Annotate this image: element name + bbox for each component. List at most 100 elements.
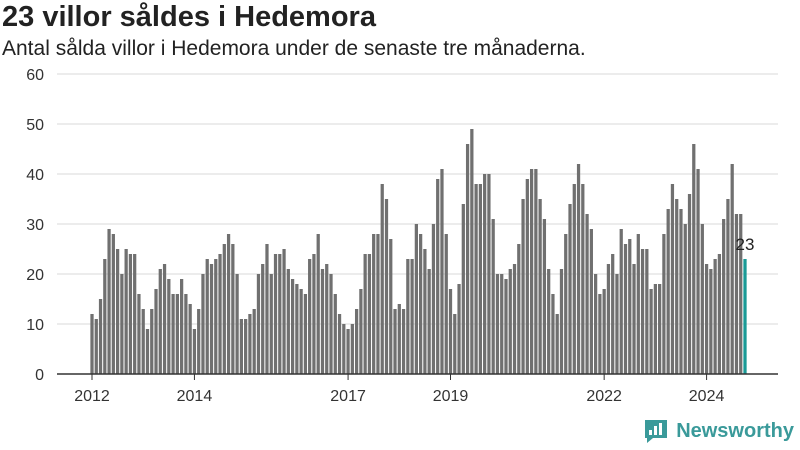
bar xyxy=(722,219,726,374)
bar xyxy=(115,249,120,374)
y-tick-label: 60 xyxy=(26,67,44,84)
bar xyxy=(423,249,427,374)
bar xyxy=(440,169,444,374)
bar xyxy=(184,294,188,374)
y-tick-label: 50 xyxy=(26,117,44,134)
bar xyxy=(555,314,559,374)
bar xyxy=(444,234,448,374)
x-tick-label: 2012 xyxy=(74,388,110,405)
y-tick-label: 10 xyxy=(26,317,44,334)
bar xyxy=(602,289,606,374)
bar xyxy=(717,254,722,374)
bar xyxy=(393,309,397,374)
bar xyxy=(128,254,133,374)
bar xyxy=(512,264,517,374)
bar xyxy=(704,264,709,374)
bar xyxy=(214,259,218,374)
bar xyxy=(107,229,111,374)
chart-title: 23 villor såldes i Hedemora xyxy=(2,1,376,33)
bar xyxy=(154,289,158,374)
bar xyxy=(261,264,265,374)
bar xyxy=(329,274,333,374)
bar xyxy=(235,274,239,374)
bar xyxy=(487,174,491,374)
bar xyxy=(478,184,483,374)
bar xyxy=(363,254,367,374)
bar xyxy=(197,309,201,374)
bar xyxy=(474,184,478,374)
bar xyxy=(495,274,500,374)
bar xyxy=(171,294,175,374)
bar xyxy=(739,214,743,374)
bar xyxy=(700,224,704,374)
bar xyxy=(316,234,320,374)
bar xyxy=(384,199,389,374)
bar xyxy=(137,294,141,374)
bar xyxy=(491,219,495,374)
bar xyxy=(180,279,184,374)
bar xyxy=(252,309,256,374)
bar xyxy=(734,214,739,374)
bar xyxy=(120,274,124,374)
bar xyxy=(145,329,150,374)
bar xyxy=(576,164,581,374)
highlight-bar xyxy=(743,259,747,374)
bar xyxy=(350,324,354,374)
bar xyxy=(141,309,145,374)
bar xyxy=(470,129,474,374)
bar xyxy=(133,254,137,374)
bar xyxy=(150,309,154,374)
bar xyxy=(209,264,214,374)
bar xyxy=(709,269,713,374)
bar xyxy=(346,329,350,374)
bar xyxy=(256,274,261,374)
bar xyxy=(376,234,380,374)
bar xyxy=(696,169,700,374)
bar xyxy=(500,274,504,374)
bar xyxy=(692,144,696,374)
bar xyxy=(320,269,325,374)
bar xyxy=(538,199,542,374)
x-tick-label: 2024 xyxy=(689,388,725,405)
bar xyxy=(598,294,602,374)
bar xyxy=(662,234,666,374)
bar xyxy=(278,254,282,374)
bar xyxy=(359,289,363,374)
bar xyxy=(542,219,547,374)
bar xyxy=(273,254,278,374)
bar xyxy=(461,204,465,374)
chart-subtitle: Antal sålda villor i Hedemora under de s… xyxy=(2,37,586,60)
bar xyxy=(431,224,436,374)
bar xyxy=(517,244,521,374)
bar xyxy=(687,194,692,374)
bar xyxy=(231,244,235,374)
bar xyxy=(551,294,555,374)
bar xyxy=(188,304,192,374)
bar xyxy=(192,329,197,374)
bar xyxy=(504,279,508,374)
bar xyxy=(367,254,372,374)
bar xyxy=(244,319,248,374)
bar xyxy=(419,234,423,374)
bar xyxy=(619,229,623,374)
bar xyxy=(581,184,585,374)
bar xyxy=(564,234,568,374)
bar xyxy=(683,224,687,374)
bar xyxy=(308,259,312,374)
bar xyxy=(218,254,222,374)
x-tick-label: 2014 xyxy=(177,388,213,405)
y-tick-label: 0 xyxy=(35,367,44,384)
bar xyxy=(640,249,645,374)
bar xyxy=(547,269,551,374)
bar xyxy=(205,259,209,374)
bar xyxy=(111,234,115,374)
bar xyxy=(282,249,286,374)
bar xyxy=(226,234,231,374)
bar xyxy=(726,199,730,374)
bar xyxy=(525,179,529,374)
bar xyxy=(312,254,316,374)
bar xyxy=(448,289,453,374)
bar xyxy=(397,304,401,374)
